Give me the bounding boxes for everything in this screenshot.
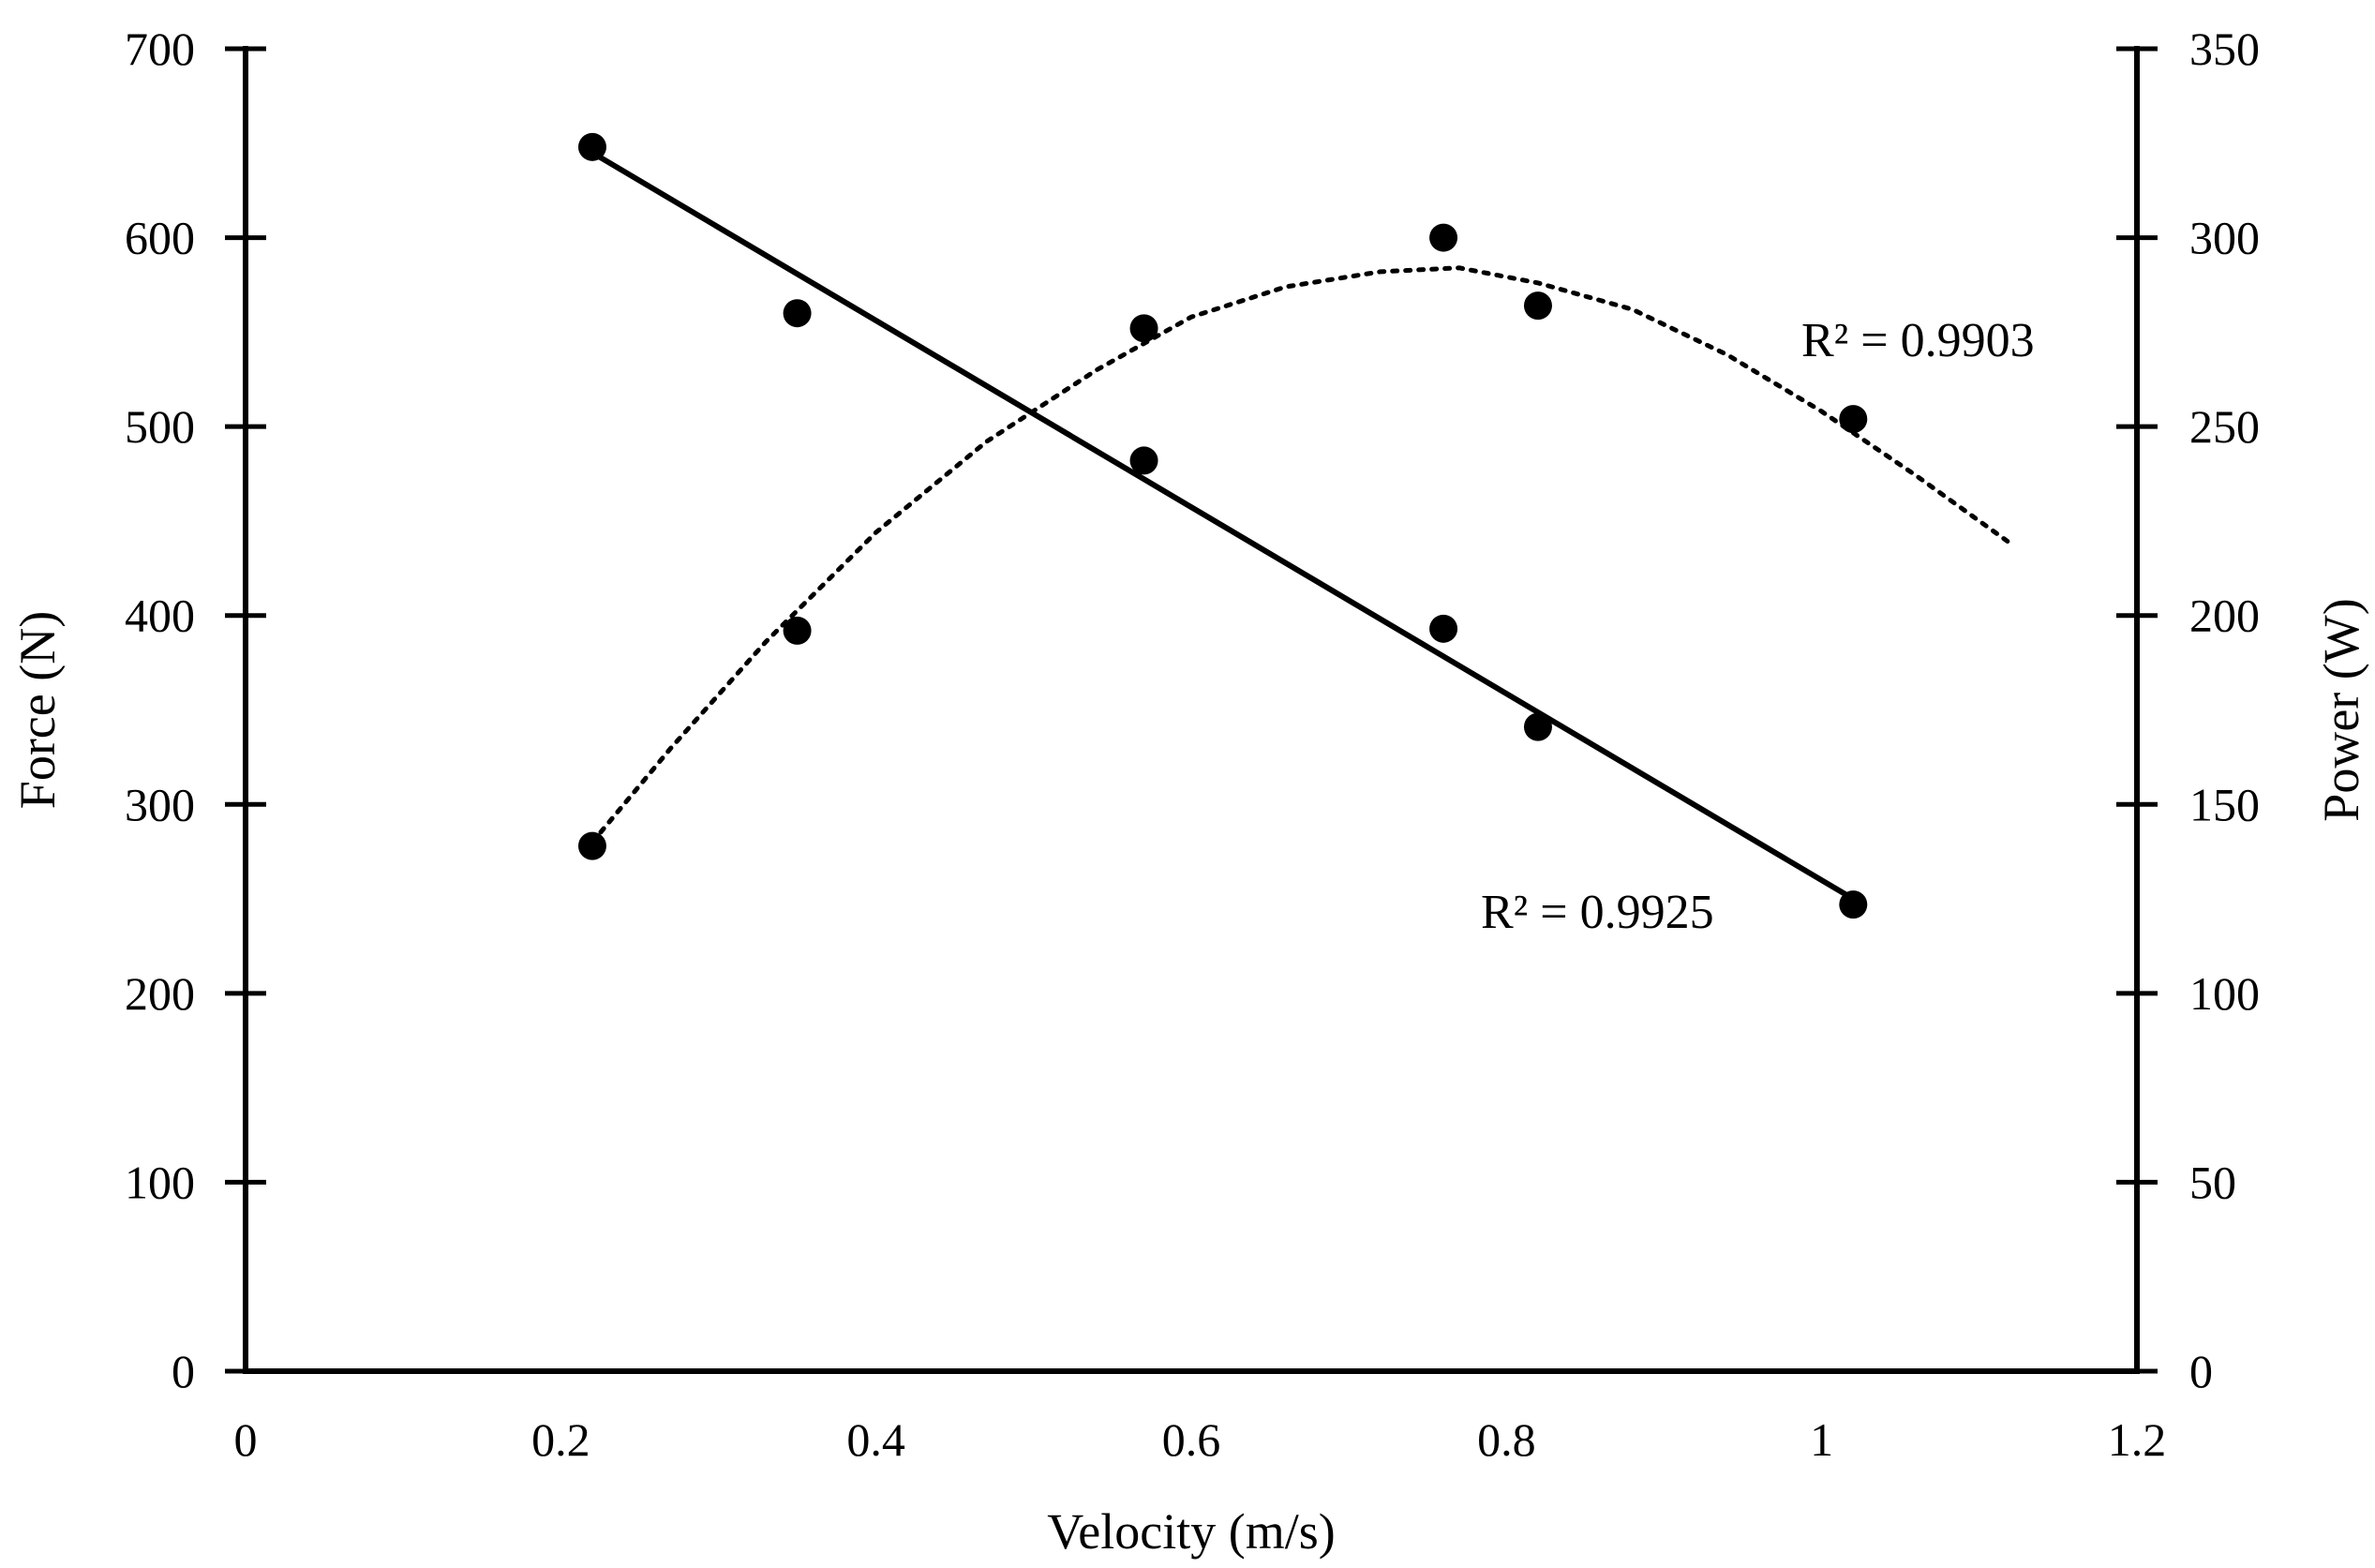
power-point: [1523, 291, 1552, 321]
y2-tick-label: 50: [2189, 1156, 2236, 1208]
force-point: [1129, 446, 1158, 475]
force-point: [1839, 890, 1868, 919]
power-point: [783, 616, 812, 645]
y2-axis-title: Power (W): [2313, 598, 2369, 821]
force-trendline: [590, 150, 1855, 902]
data-markers: [577, 132, 1868, 919]
y-axis-title: Force (N): [9, 611, 66, 809]
y2-tick-label: 250: [2189, 400, 2260, 453]
power-trendline: [590, 265, 2013, 845]
x-tick-label: 0.8: [1477, 1413, 1536, 1466]
power-point: [1839, 405, 1868, 434]
axes: 0 100 200 300 400 500 600 700 0 50 100 150 200 250 300…: [125, 22, 2260, 1466]
x-tick-label: 0.4: [846, 1413, 905, 1466]
force-r2-label: R² = 0.9925: [1481, 886, 1714, 939]
force-point: [1429, 614, 1458, 643]
power-point: [1429, 223, 1458, 252]
y2-tick-label: 0: [2189, 1345, 2213, 1397]
force-point: [577, 132, 606, 161]
x-tick-label: 0.6: [1162, 1413, 1221, 1466]
y-tick-label: 600: [125, 212, 195, 264]
trendlines: [590, 150, 2013, 902]
y-tick-label: 300: [125, 778, 195, 830]
power-point: [577, 831, 606, 860]
x-tick-label: 1: [1810, 1413, 1833, 1466]
y-tick-label: 500: [125, 400, 195, 453]
power-point: [1129, 314, 1158, 343]
y2-tick-label: 150: [2189, 778, 2260, 830]
force-point: [783, 299, 812, 328]
y2-tick-label: 350: [2189, 22, 2260, 75]
y-tick-label: 700: [125, 22, 195, 75]
y-tick-label: 200: [125, 967, 195, 1020]
y-tick-label: 100: [125, 1156, 195, 1208]
x-tick-label: 1.2: [2108, 1413, 2167, 1466]
y-tick-label: 0: [172, 1345, 195, 1397]
x-tick-label: 0.2: [531, 1413, 590, 1466]
annotations: R² = 0.9925 R² = 0.9903: [1481, 314, 2035, 939]
y2-tick-label: 200: [2189, 590, 2260, 642]
x-tick-label: 0: [234, 1413, 258, 1466]
y2-tick-label: 100: [2189, 967, 2260, 1020]
x-axis-title: Velocity (m/s): [1047, 1503, 1335, 1560]
force-point: [1523, 712, 1552, 741]
y2-tick-label: 300: [2189, 212, 2260, 264]
power-r2-label: R² = 0.9903: [1801, 314, 2035, 367]
y-tick-label: 400: [125, 590, 195, 642]
